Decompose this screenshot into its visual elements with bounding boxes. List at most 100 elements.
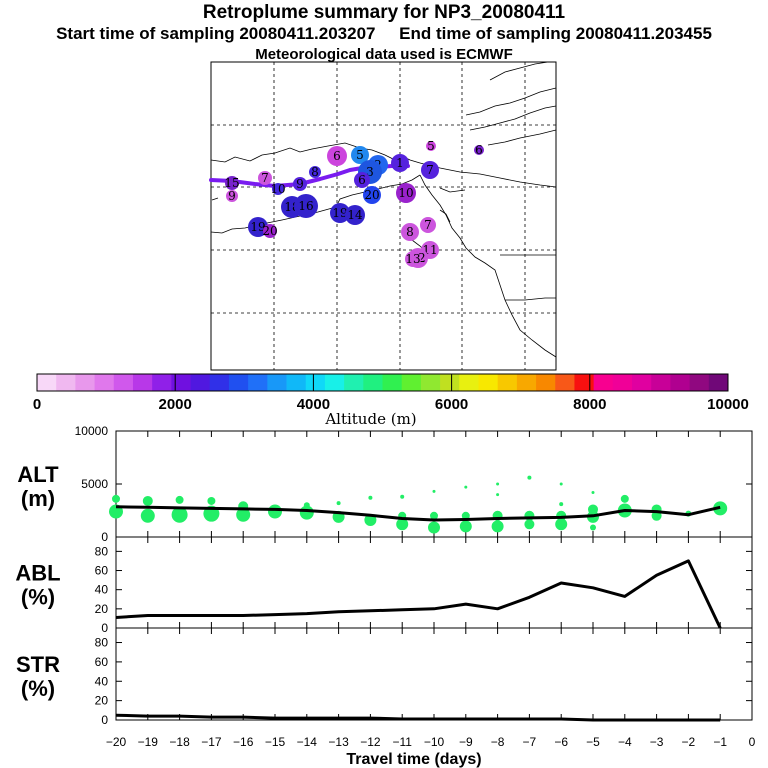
altitude-sample-point (527, 475, 532, 480)
trajectory-points: 6556231768715910918161920141087111213192… (224, 139, 484, 268)
x-tick-label: −9 (459, 735, 473, 749)
colorbar-label: Altitude (m) (324, 410, 416, 428)
colorbar-ticks: 0 2000 4000 6000 8000 10000 (33, 374, 749, 413)
colorbar-swatch (708, 374, 729, 391)
altitude-sample-point (428, 521, 440, 534)
colorbar-swatch (324, 374, 345, 391)
altitude-sample-point (268, 504, 282, 519)
colorbar-swatch (209, 374, 230, 391)
colorbar-swatch (132, 374, 153, 391)
altitude-sample-point (464, 485, 468, 489)
colorbar-swatch (459, 374, 479, 391)
altitude-sample-point (555, 518, 568, 531)
x-tick-label: −13 (328, 735, 349, 749)
altitude-sample-point (590, 524, 596, 531)
x-tick-label: −17 (201, 735, 222, 749)
colorbar-swatch (286, 374, 307, 391)
altitude-colorbar: 0 2000 4000 6000 8000 10000 Altitude (m) (33, 373, 749, 428)
colorbar-swatch (267, 374, 287, 391)
map-point-9: 6 (354, 172, 370, 188)
x-tick-label: −5 (586, 735, 600, 749)
colorbar-tick-label: 6000 (435, 396, 468, 413)
altitude-sample-point (207, 496, 216, 505)
series-line-str (115, 713, 721, 722)
map-point-marker (248, 217, 268, 237)
altitude-sample-point (461, 511, 470, 520)
colorbar-swatch (113, 374, 134, 391)
x-axis-title: Travel time (days) (346, 751, 481, 768)
colorbar-tick-label: 2000 (159, 396, 192, 413)
map-point-marker (354, 172, 370, 188)
altitude-sample-point (336, 501, 341, 506)
met-data-label: Meteorological data used is ECMWF (255, 46, 513, 63)
map-point-label: 15 (224, 176, 239, 190)
map-point-label: 3 (366, 165, 374, 179)
colorbar-swatch (497, 374, 518, 391)
map-point-marker (396, 183, 416, 203)
map-point-label: 20 (262, 224, 277, 238)
altitude-sample-point (112, 494, 120, 503)
panel-label: ALT (17, 462, 59, 487)
start-time-label: Start time of sampling 20080411.203207 (56, 24, 376, 43)
x-tick-label: 0 (749, 735, 756, 749)
map-point-label: 6 (333, 149, 341, 163)
map-frame (210, 61, 557, 371)
map-point-label: 20 (364, 188, 379, 202)
map-point-label: 8 (406, 225, 414, 239)
colorbar-swatch (37, 374, 57, 391)
map-point-marker (421, 161, 439, 179)
map-point-label: 5 (356, 148, 364, 162)
colorbar-swatch (478, 374, 499, 391)
y-tick-label: 40 (95, 583, 109, 597)
altitude-sample-point (142, 495, 153, 506)
altitude-sample-point (459, 520, 472, 533)
map-point-17: 16 (294, 194, 318, 218)
altitude-sample-point (299, 505, 314, 520)
x-tick-label: −7 (523, 735, 537, 749)
colorbar-swatch (75, 374, 95, 391)
map-point-marker (293, 177, 307, 191)
map-point-marker (391, 154, 409, 172)
colorbar-swatch (363, 374, 383, 391)
colorbar-swatch (190, 374, 211, 391)
colorbar-swatch (440, 374, 460, 391)
altitude-sample-point (620, 494, 629, 503)
colorbar-tick-label: 0 (33, 396, 41, 413)
map-point-marker (401, 223, 419, 241)
map-point-2: 5 (351, 146, 369, 164)
y-tick-label: 0 (101, 530, 108, 544)
x-tick-label: −10 (424, 735, 445, 749)
map-point-marker (226, 190, 238, 202)
figure-title: Retroplume summary for NP3_20080411 (202, 2, 566, 23)
map-point-label: 8 (311, 165, 319, 179)
altitude-sample-point (368, 495, 373, 500)
colorbar-swatch (401, 374, 422, 391)
colorbar-swatch (612, 374, 633, 391)
y-tick-label: 60 (95, 564, 109, 578)
map-point-28: 20 (262, 224, 278, 238)
map-point-label: 9 (296, 177, 304, 191)
timeseries-panels: 0500010000ALT(m)020406080ABL(%)020406080… (15, 424, 755, 768)
colorbar-tick-label: 4000 (297, 396, 330, 413)
map-point-label: 5 (427, 139, 435, 153)
map-point-marker (426, 141, 436, 151)
y-tick-label: 5000 (81, 477, 108, 491)
map-point-18: 19 (330, 203, 350, 223)
colorbar-swatch (420, 374, 441, 391)
colorbar-tick-label: 10000 (707, 396, 749, 413)
map-point-marker (272, 183, 284, 195)
map-point-label: 1 (396, 156, 404, 170)
y-tick-label: 0 (101, 621, 108, 635)
colorbar-swatch (536, 374, 556, 391)
colorbar-swatch (171, 374, 191, 391)
panel-unit: (m) (21, 486, 55, 511)
altitude-sample-point (559, 502, 564, 507)
map-point-22: 8 (401, 223, 419, 241)
altitude-sample-point (524, 519, 535, 530)
map-point-marker (474, 145, 484, 155)
x-tick-label: −15 (265, 735, 286, 749)
x-tick-label: −19 (138, 735, 159, 749)
y-tick-label: 10000 (75, 424, 109, 438)
map-point-marker (351, 146, 369, 164)
